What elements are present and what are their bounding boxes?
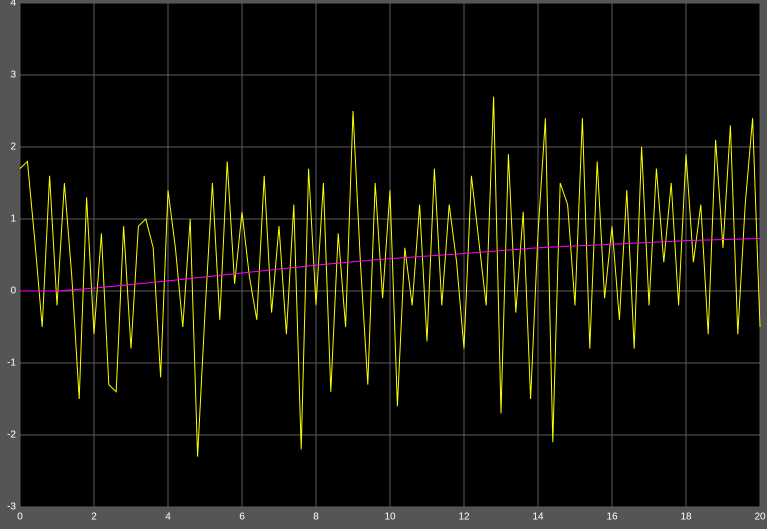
x-tick-label: 12 (458, 512, 470, 523)
y-tick-label: -2 (7, 430, 16, 441)
x-tick-label: 14 (532, 512, 544, 523)
y-tick-label: 4 (10, 0, 16, 9)
x-tick-label: 16 (606, 512, 618, 523)
x-tick-label: 2 (91, 512, 97, 523)
x-tick-label: 8 (313, 512, 319, 523)
signal-line (20, 237, 761, 292)
x-tick-label: 18 (680, 512, 692, 523)
x-tick-label: 4 (165, 512, 171, 523)
y-tick-label: 0 (10, 286, 16, 297)
x-tick-label: 0 (17, 512, 23, 523)
x-tick-label: 20 (754, 512, 766, 523)
y-tick-label: 1 (10, 214, 16, 225)
y-tick-label: -3 (7, 502, 16, 513)
y-tick-label: 2 (10, 142, 16, 153)
signal-line (19, 96, 761, 457)
x-tick-label: 6 (239, 512, 245, 523)
x-tick-label: 10 (384, 512, 396, 523)
y-tick-label: -1 (7, 358, 16, 369)
y-tick-label: 3 (10, 70, 16, 81)
